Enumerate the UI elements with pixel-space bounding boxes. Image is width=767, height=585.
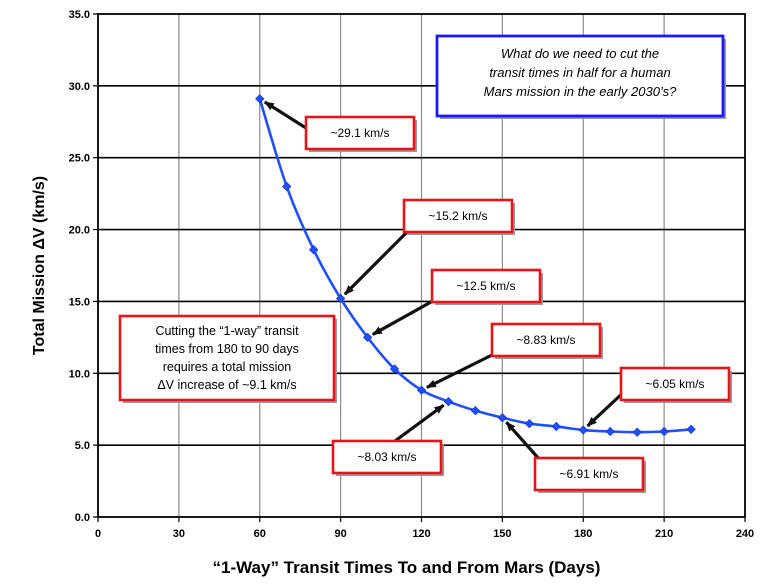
data-point bbox=[362, 332, 373, 342]
callout-arrow bbox=[343, 227, 412, 296]
callouts: ~29.1 km/s ~15.2 km/s ~12.5 km/s ~8.83 km/s… bbox=[263, 100, 732, 493]
data-point bbox=[443, 396, 454, 407]
note-text-line: times from 180 to 90 days bbox=[155, 342, 299, 356]
x-axis-title: “1-Way” Transit Times To and From Mars (… bbox=[213, 558, 601, 577]
data-point bbox=[659, 426, 669, 437]
y-tick-label: 30.0 bbox=[69, 81, 90, 93]
question-box bbox=[435, 34, 725, 118]
x-tick-label: 180 bbox=[574, 528, 592, 540]
x-tick-label: 150 bbox=[493, 528, 511, 540]
callout-box bbox=[490, 322, 602, 358]
data-point bbox=[605, 426, 615, 437]
callout-arrow bbox=[263, 100, 307, 130]
callout-arrow bbox=[586, 388, 628, 428]
callout-label: ~6.05 km/s bbox=[645, 377, 704, 391]
series-group bbox=[255, 94, 696, 437]
callout-label: ~8.03 km/s bbox=[357, 450, 416, 464]
data-point bbox=[632, 427, 642, 437]
data-point bbox=[389, 364, 400, 374]
x-tick-label: 0 bbox=[95, 528, 101, 540]
y-tick-label: 20.0 bbox=[69, 225, 90, 237]
y-tick-label: 5.0 bbox=[75, 440, 90, 452]
callout-label: ~29.1 km/s bbox=[330, 126, 389, 140]
data-point bbox=[578, 425, 588, 435]
callout-label: ~6.91 km/s bbox=[559, 467, 618, 481]
x-tick-label: 210 bbox=[655, 528, 673, 540]
callout-box bbox=[430, 268, 542, 304]
data-point bbox=[470, 406, 481, 416]
data-point bbox=[686, 424, 696, 434]
note-box bbox=[118, 314, 336, 402]
y-tick-label: 15.0 bbox=[69, 296, 90, 308]
callout-arrow bbox=[425, 350, 499, 389]
y-axis-title: Total Mission ΔV (km/s) bbox=[31, 176, 48, 355]
note-text-line: Cutting the “1-way” transit bbox=[155, 324, 299, 338]
data-point bbox=[524, 418, 534, 429]
callout-label: ~8.83 km/s bbox=[516, 333, 575, 347]
data-point bbox=[309, 245, 319, 255]
y-tick-label: 10.0 bbox=[69, 368, 90, 380]
data-point bbox=[416, 385, 427, 395]
y-tick-label: 35.0 bbox=[69, 9, 90, 21]
data-point bbox=[497, 413, 507, 423]
data-point bbox=[282, 181, 292, 192]
x-tick-label: 60 bbox=[254, 528, 266, 540]
y-tick-label: 25.0 bbox=[69, 153, 90, 165]
info-boxes: What do we need to cut the transit times … bbox=[118, 34, 726, 403]
callout-arrow bbox=[371, 295, 441, 336]
question-text-line: transit times in half for a human bbox=[489, 65, 670, 80]
x-tick-label: 240 bbox=[736, 528, 754, 540]
callout-box bbox=[331, 439, 443, 475]
x-tick-label: 90 bbox=[335, 528, 347, 540]
callout-box bbox=[402, 198, 514, 234]
question-text-line: Mars mission in the early 2030’s? bbox=[484, 84, 677, 99]
data-point bbox=[551, 421, 561, 432]
callout-arrow bbox=[505, 421, 542, 462]
data-point bbox=[255, 94, 265, 104]
x-tick-label: 30 bbox=[173, 528, 185, 540]
x-tick-label: 120 bbox=[412, 528, 430, 540]
note-text-line: ΔV increase of ~9.1 km/s bbox=[157, 378, 296, 392]
question-text-line: What do we need to cut the bbox=[501, 46, 659, 61]
tick-labels: 0 30 60 90 120 150 180 210 240 0.0 5.0 10.0 15.0 20.0… bbox=[69, 9, 755, 540]
y-tick-label: 0.0 bbox=[75, 512, 90, 524]
callout-box bbox=[533, 456, 645, 492]
note-text-line: requires a total mission bbox=[163, 360, 292, 374]
callout-box bbox=[619, 366, 731, 402]
callout-box bbox=[304, 115, 416, 151]
axis-titles: “1-Way” Transit Times To and From Mars (… bbox=[31, 176, 600, 577]
data-point bbox=[336, 293, 346, 304]
callout-arrow bbox=[394, 403, 445, 443]
callout-label: ~12.5 km/s bbox=[456, 279, 515, 293]
callout-label: ~15.2 km/s bbox=[428, 209, 487, 223]
